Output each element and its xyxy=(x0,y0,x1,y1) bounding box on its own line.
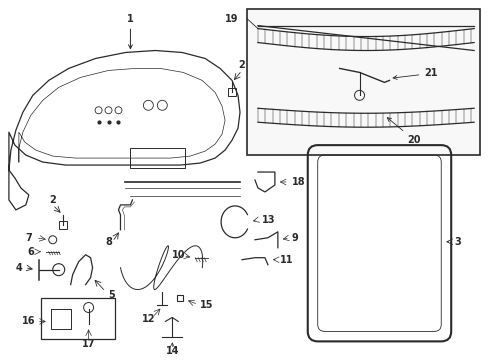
Bar xyxy=(41,298,115,339)
Text: 13: 13 xyxy=(262,215,275,225)
Text: 2: 2 xyxy=(238,60,245,71)
Text: 8: 8 xyxy=(105,237,112,247)
Text: 12: 12 xyxy=(142,314,155,324)
Text: 18: 18 xyxy=(291,177,305,187)
Text: 6: 6 xyxy=(27,247,34,257)
Text: 4: 4 xyxy=(16,263,22,273)
Text: 5: 5 xyxy=(108,289,115,300)
Bar xyxy=(227,88,236,96)
Text: 3: 3 xyxy=(453,237,460,247)
Text: 11: 11 xyxy=(279,255,293,265)
Text: 20: 20 xyxy=(386,118,420,145)
Bar xyxy=(59,221,66,229)
Text: 10: 10 xyxy=(171,250,184,260)
Text: 14: 14 xyxy=(165,346,179,356)
Text: 7: 7 xyxy=(25,233,32,243)
Text: 19: 19 xyxy=(224,14,238,24)
Text: 2: 2 xyxy=(49,195,56,205)
Text: 17: 17 xyxy=(81,339,95,349)
Text: 21: 21 xyxy=(392,68,437,80)
Bar xyxy=(130,148,185,168)
Text: 16: 16 xyxy=(22,316,36,327)
Text: 1: 1 xyxy=(127,14,134,49)
Bar xyxy=(246,9,479,155)
Text: 15: 15 xyxy=(200,300,213,310)
Text: 9: 9 xyxy=(291,233,298,243)
